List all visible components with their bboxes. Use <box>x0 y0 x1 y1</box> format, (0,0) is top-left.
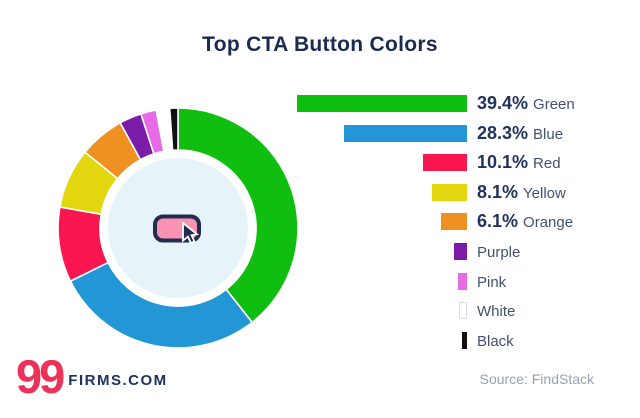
donut-segment-green <box>177 107 299 324</box>
legend-label: White <box>477 300 515 321</box>
legend-row-purple: Purple <box>297 241 627 262</box>
legend-bar-cell <box>297 154 467 172</box>
legend-swatch-white <box>459 302 467 320</box>
legend-color-name: Yellow <box>523 184 566 202</box>
brand-logo: 99 FIRMS.COM <box>16 353 168 400</box>
legend-swatch-green <box>297 95 467 112</box>
legend-swatch-pink <box>457 272 467 290</box>
legend-color-name: Blue <box>533 125 564 143</box>
legend-swatch-yellow <box>431 183 467 201</box>
legend-row-green: 39.4% Green <box>297 93 627 114</box>
legend-swatch-blue <box>344 124 467 142</box>
legend-label: 8.1% Yellow <box>477 182 566 203</box>
legend-row-black: Black <box>297 330 627 351</box>
logo-99: 99 <box>16 350 65 403</box>
cursor-arrow-icon <box>182 221 200 245</box>
legend-bar-cell <box>297 302 467 320</box>
legend-label: 28.3% Blue <box>477 123 563 144</box>
chart-legend: 39.4% Green 28.3% Blue 10.1% Red 8.1% Yellow 6.1… <box>297 93 627 361</box>
source-attribution: Source: FindStack <box>479 371 594 387</box>
legend-percent: 10.1% <box>477 152 529 173</box>
legend-bar-cell <box>297 124 467 142</box>
legend-row-blue: 28.3% Blue <box>297 123 627 144</box>
legend-percent: 6.1% <box>477 211 519 232</box>
legend-label: 6.1% Orange <box>477 211 573 232</box>
legend-row-red: 10.1% Red <box>297 152 627 173</box>
legend-label: 39.4% Green <box>477 93 575 114</box>
legend-label: Purple <box>477 241 520 262</box>
legend-bar-cell <box>297 331 467 349</box>
cta-button-cursor-icon <box>153 214 201 245</box>
legend-bar-cell <box>297 272 467 290</box>
legend-swatch-orange <box>440 213 467 231</box>
legend-label: Black <box>477 330 514 351</box>
legend-percent: 8.1% <box>477 181 519 202</box>
legend-color-name: Orange <box>523 214 574 232</box>
legend-bar-cell <box>297 213 467 231</box>
legend-row-pink: Pink <box>297 271 627 292</box>
legend-row-orange: 6.1% Orange <box>297 211 627 232</box>
legend-color-name: Green <box>533 96 575 113</box>
legend-color-name: White <box>477 303 516 321</box>
legend-color-name: Red <box>533 155 561 173</box>
legend-percent: 28.3% <box>477 122 529 143</box>
legend-row-white: White <box>297 300 627 321</box>
legend-percent: 39.4% <box>477 93 529 113</box>
legend-bar-cell <box>297 95 467 112</box>
legend-swatch-black <box>462 331 467 349</box>
page-title: Top CTA Button Colors <box>202 33 438 56</box>
legend-bar-cell <box>297 183 467 201</box>
legend-color-name: Black <box>477 332 514 350</box>
donut-segment-blue <box>69 261 254 349</box>
legend-label: Pink <box>477 271 506 292</box>
legend-bar-cell <box>297 242 467 260</box>
legend-color-name: Purple <box>477 243 521 261</box>
logo-firms-com: FIRMS.COM <box>68 372 168 389</box>
legend-swatch-red <box>423 154 467 172</box>
donut-chart <box>56 106 300 350</box>
legend-row-yellow: 8.1% Yellow <box>297 182 627 203</box>
donut-segment-black <box>168 107 179 152</box>
legend-label: 10.1% Red <box>477 152 561 173</box>
donut-chart-svg <box>57 107 299 349</box>
legend-color-name: Pink <box>477 273 507 291</box>
legend-swatch-purple <box>454 242 467 260</box>
